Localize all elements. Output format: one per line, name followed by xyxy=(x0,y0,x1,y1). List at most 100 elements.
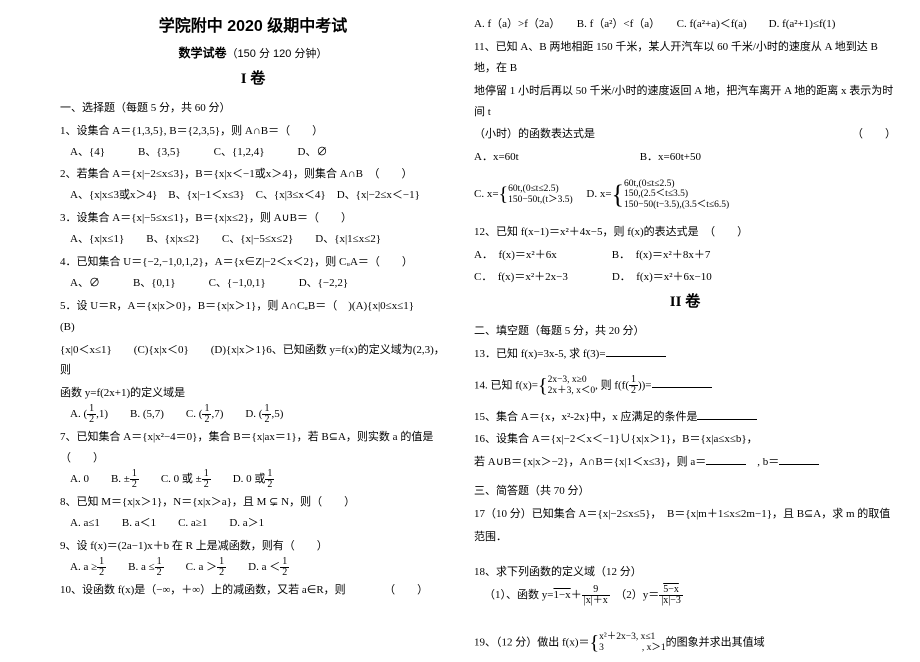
q19-piece: x²＋2x−3, x≤13 , x＞1 xyxy=(599,632,666,654)
q4-options: A、∅ B、{0,1} C、{−1,0,1} D、{−2,2} xyxy=(60,273,446,294)
q18-2-pre: （2）y＝ xyxy=(610,589,660,601)
q11-opt-d-piece: 60t,(0≤t≤2.5)150,(2.5＜t≤3.5)150−50(t−3.5… xyxy=(624,179,729,212)
frac-half-icon: 12 xyxy=(202,469,211,490)
q15: 15、集合 A＝{x，x²-2x}中，x 应满足的条件是 xyxy=(474,407,896,428)
q12: 12、已知 f(x−1)＝x²＋4x−5，则 f(x)的表达式是 （ ） xyxy=(474,222,896,243)
q15-text: 15、集合 A＝{x，x²-2x}中，x 应满足的条件是 xyxy=(474,411,697,423)
blank-line xyxy=(779,453,819,465)
right-column: A. f（a）>f（2a） B. f（a²）<f（a） C. f(a²+a)＜f… xyxy=(460,0,920,650)
q1-options: A、{4} B、{3,5} C、{1,2,4} D、∅ xyxy=(60,142,446,163)
q16-text-b: , b＝ xyxy=(746,456,779,468)
q11-line3: （小时）的函数表达式是 （ ） xyxy=(474,124,896,145)
brace-icon: { xyxy=(590,632,600,654)
sqrt-icon: 1−x xyxy=(553,589,570,601)
left-column: 学院附中 2020 级期中考试 数学试卷（150 分 120 分钟） I 卷 一… xyxy=(0,0,460,650)
q11-line2: 地停留 1 小时后再以 50 千米/小时的速度返回 A 地，把汽车离开 A 地的… xyxy=(474,81,896,123)
q16-line1: 16、设集合 A＝{x|−2＜x＜−1}∪{x|x＞1}，B＝{x|a≤x≤b}… xyxy=(474,429,896,450)
q17-line2: 范围． xyxy=(474,527,896,548)
q9-opt-c: C. a ＞ xyxy=(164,561,217,573)
q11-opt-d-pre: D. x= xyxy=(575,188,611,200)
q6-opt-c-mid: ,7) D. ( xyxy=(211,408,262,420)
frac-half-icon: 12 xyxy=(97,557,106,578)
q9-opt-d: D. a ＜ xyxy=(226,561,280,573)
q13-text: 13．已知 f(x)=3x-5, 求 f(3)= xyxy=(474,348,606,360)
q11-opt-c-piece: 60t,(0≤t≤2.5)150−50t,(t＞3.5) xyxy=(508,184,572,206)
frac-icon: 5−x|x|−3 xyxy=(659,585,683,606)
q11-line3-text: （小时）的函数表达式是 xyxy=(474,128,595,140)
q12-options-2: C． f(x)＝x²＋2x−3 D． f(x)＝x²＋6x−10 xyxy=(474,267,896,288)
frac-half-icon: 12 xyxy=(155,557,164,578)
q4: 4．已知集合 U＝{−2,−1,0,1,2}，A＝{x∈Z|−2＜x＜2}，则 … xyxy=(60,252,446,273)
q18: 18、求下列函数的定义域（12 分） xyxy=(474,562,896,583)
brace-icon: { xyxy=(612,180,624,209)
q14: 14. 已知 f(x)={2x−3, x≥02x＋3, x＜0, 则 f(f(1… xyxy=(474,367,896,405)
q14-post: ))= xyxy=(638,379,652,391)
q6-options: A. (12,1) B. (5,7) C. (12,7) D. (12,5) xyxy=(60,404,446,425)
q17-line1: 17（10 分）已知集合 A＝{x|−2≤x≤5}， B＝{x|m＋1≤x≤2m… xyxy=(474,504,896,525)
section-3-heading: 三、简答题（共 70 分） xyxy=(474,481,896,502)
q19-post: 的图象并求出其值域 xyxy=(666,636,765,648)
q5a: 5．设 U＝R，A＝{x|x＞0}，B＝{x|x＞1}，则 A∩CᵤB＝（ )(… xyxy=(60,296,446,338)
blank-line xyxy=(697,408,757,420)
q7-opt-a: A. 0 B. ± xyxy=(70,473,130,485)
q1: 1、设集合 A＝{1,3,5}, B＝{2,3,5}，则 A∩B＝（ ） xyxy=(60,121,446,142)
exam-title: 学院附中 2020 级期中考试 xyxy=(60,12,446,42)
q7-options: A. 0 B. ±12 C. 0 或 ±12 D. 0 或12 xyxy=(60,469,446,490)
q14-piece: 2x−3, x≥02x＋3, x＜0 xyxy=(548,375,596,397)
q18-1-plus: ＋ xyxy=(571,589,582,601)
volume-1-heading: I 卷 xyxy=(60,65,446,94)
q16-line2: 若 A∪B＝{x|x＞−2}，A∩B＝{x|1＜x≤3}，则 a＝ , b＝ xyxy=(474,452,896,473)
q16-text-a: 若 A∪B＝{x|x＞−2}，A∩B＝{x|1＜x≤3}，则 a＝ xyxy=(474,456,706,468)
q3-options: A、{x|x≤1} B、{x|x≤2} C、{x|−5≤x≤2} D、{x|1≤… xyxy=(60,229,446,250)
section-1-heading: 一、选择题（每题 5 分，共 60 分） xyxy=(60,98,446,119)
q12-options-1: A． f(x)＝x²＋6x B． f(x)＝x²＋8x＋7 xyxy=(474,245,896,266)
q14-mid: , 则 f(f( xyxy=(595,379,629,391)
q19: 19、（12 分）做出 f(x)＝{x²＋2x−3, x≤13 , x＞1的图象… xyxy=(474,624,896,662)
q18-parts: （1）、函数 y=1−x＋9|x|＋x （2）y＝5−x|x|−3 xyxy=(474,585,896,606)
q18-1-pre: （1）、函数 y= xyxy=(484,589,553,601)
blank-line xyxy=(606,345,666,357)
q7-opt-b: C. 0 或 ± xyxy=(139,473,202,485)
frac-icon: 9|x|＋x xyxy=(582,585,610,606)
q9-options: A. a ≥12 B. a ≤12 C. a ＞12 D. a ＜12 xyxy=(60,557,446,578)
q11-opt-c-pre: C. x= xyxy=(474,188,499,200)
q7-opt-c: D. 0 或 xyxy=(211,473,266,485)
q11-options-1: A．x=60t B．x=60t+50 xyxy=(474,147,896,168)
q13: 13．已知 f(x)=3x-5, 求 f(3)= xyxy=(474,344,896,365)
q3: 3．设集合 A＝{x|−5≤x≤1}，B＝{x|x≤2}，则 A∪B＝（ ） xyxy=(60,208,446,229)
subject-label: 数学试卷 xyxy=(179,46,227,60)
points-time: （150 分 120 分钟） xyxy=(227,48,328,60)
q9: 9、设 f(x)＝(2a−1)x＋b 在 R 上是减函数，则有（ ） xyxy=(60,536,446,557)
volume-2-heading: II 卷 xyxy=(474,288,896,317)
q5c: 函数 y=f(2x+1)的定义域是 xyxy=(60,383,446,404)
q10-options: A. f（a）>f（2a） B. f（a²）<f（a） C. f(a²+a)＜f… xyxy=(474,14,896,35)
q11-options-2: C. x={60t,(0≤t≤2.5)150−50t,(t＞3.5) D. x=… xyxy=(474,170,896,219)
q9-opt-b: B. a ≤ xyxy=(106,561,155,573)
blank-line xyxy=(652,376,712,388)
frac-half-icon: 12 xyxy=(130,469,139,490)
q5b: {x|0＜x≤1} (C){x|x＜0} (D){x|x＞1}6、已知函数 y=… xyxy=(60,340,446,382)
frac-half-icon: 12 xyxy=(265,469,274,490)
q8-options: A. a≤1 B. a＜1 C. a≥1 D. a＞1 xyxy=(60,513,446,534)
q6-opt-a-mid: ,1) B. (5,7) C. ( xyxy=(96,408,202,420)
q14-pre: 14. 已知 f(x)= xyxy=(474,379,538,391)
q2: 2、若集合 A＝{x|−2≤x≤3}，B＝{x|x＜−1或x＞4}，则集合 A∩… xyxy=(60,164,446,185)
q8: 8、已知 M＝{x|x＞1}，N＝{x|x＞a}，且 M ⊊ N，则（ ） xyxy=(60,492,446,513)
q19-pre: 19、（12 分）做出 f(x)＝ xyxy=(474,636,590,648)
frac-half-icon: 12 xyxy=(629,375,638,396)
frac-half-icon: 12 xyxy=(280,557,289,578)
q10: 10、设函数 f(x)是（−∞，＋∞）上的减函数，又若 a∈R，则 （ ） xyxy=(60,580,446,601)
section-2-heading: 二、填空题（每题 5 分，共 20 分） xyxy=(474,321,896,342)
exam-subtitle: 数学试卷（150 分 120 分钟） xyxy=(60,42,446,65)
q9-opt-a: A. a ≥ xyxy=(70,561,97,573)
q7: 7、已知集合 A＝{x|x²−4＝0}，集合 B＝{x|ax＝1}，若 B⊆A，… xyxy=(60,427,446,469)
q11-paren: （ ） xyxy=(852,124,896,145)
q6-opt-d-end: ,5) xyxy=(271,408,283,420)
brace-icon: { xyxy=(499,184,509,206)
q11-line1: 11、已知 A、B 两地相距 150 千米，某人开汽车以 60 千米/小时的速度… xyxy=(474,37,896,79)
q6-opt-a-pre: A. ( xyxy=(70,408,87,420)
frac-half-icon: 12 xyxy=(87,404,96,425)
q2-options: A、{x|x≤3或x＞4} B、{x|−1＜x≤3} C、{x|3≤x＜4} D… xyxy=(60,185,446,206)
frac-half-icon: 12 xyxy=(217,557,226,578)
blank-line xyxy=(706,453,746,465)
